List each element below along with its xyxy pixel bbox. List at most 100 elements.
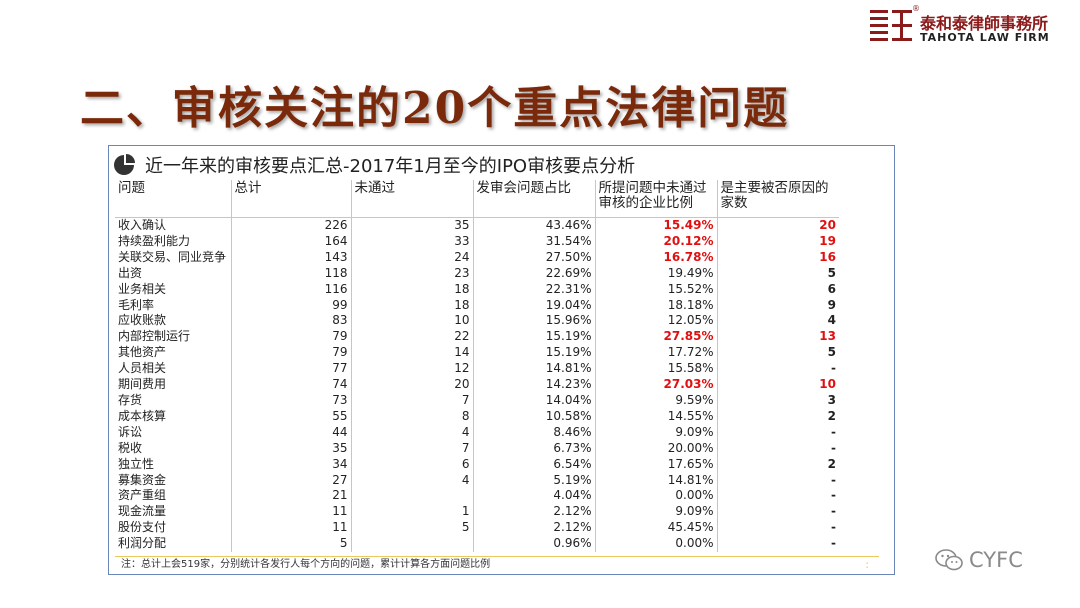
table-cell — [351, 536, 474, 553]
table-cell: 19.49% — [595, 265, 718, 282]
table-cell: 独立性 — [115, 456, 232, 473]
corner-mark: : — [865, 558, 869, 571]
table-cell: 22.31% — [473, 281, 596, 298]
table-row: 出资 118 23 22.69% 19.49% 5 — [115, 265, 839, 282]
table-cell: 募集资金 — [115, 472, 232, 489]
table-row: 募集资金 27 4 5.19% 14.81% - — [115, 472, 839, 489]
table-cell: 226 — [231, 217, 352, 234]
table-cell: 9 — [827, 297, 836, 312]
table-cell: 21 — [231, 488, 352, 505]
table-cell: 资产重组 — [115, 488, 232, 505]
table-cell: 10.58% — [473, 408, 596, 425]
table-cell: 20 — [819, 218, 836, 232]
table-cell: 79 — [231, 345, 352, 362]
table-row: 人员相关 77 12 14.81% 15.58% - — [115, 361, 839, 378]
firm-logo: ® 泰和泰律師事務所 TAHOTA LAW FIRM — [870, 4, 1075, 48]
table-cell: 成本核算 — [115, 408, 232, 425]
table-row: 税收 35 7 6.73% 20.00% - — [115, 440, 839, 457]
table-cell: 99 — [231, 297, 352, 314]
table-cell: 4 — [827, 313, 836, 328]
table-cell: 73 — [231, 392, 352, 409]
table-cell: 35 — [351, 217, 474, 234]
table-cell: 0.00% — [595, 488, 718, 505]
table-cell: 1 — [351, 504, 474, 521]
footnote-text: 注：总计上会519家，分别统计各发行人每个方向的问题，累计计算各方面问题比例 — [121, 559, 491, 570]
table-row: 收入确认 226 35 43.46% 15.49% 20 — [115, 217, 839, 234]
table-cell: - — [831, 472, 836, 487]
table-cell: 15.58% — [595, 361, 718, 378]
table-cell: 2 — [827, 456, 836, 471]
table-row: 关联交易、同业竞争 143 24 27.50% 16.78% 16 — [115, 249, 839, 266]
table-cell: 3 — [827, 392, 836, 407]
table-cell: 22.69% — [473, 265, 596, 282]
table-cell: 27 — [231, 472, 352, 489]
table-cell: 10 — [351, 313, 474, 330]
table-cell: - — [831, 488, 836, 503]
table-cell: 15.19% — [473, 345, 596, 362]
table-cell: 12.05% — [595, 313, 718, 330]
issues-table: 问题 总计 未通过 发审会问题占比 所提问题中未通过审核的企业比例 是主要被否原因的家数收… — [115, 180, 839, 553]
table-cell: 8 — [351, 408, 474, 425]
table-cell: 诉讼 — [115, 424, 232, 441]
table-cell: 9.59% — [595, 392, 718, 409]
table-cell: 0.96% — [473, 536, 596, 553]
table-cell: 8.46% — [473, 424, 596, 441]
column-header: 是主要被否原因的家数 — [717, 180, 839, 218]
table-cell: 5 — [827, 345, 836, 360]
table-cell: 7 — [351, 392, 474, 409]
table-cell: 116 — [231, 281, 352, 298]
table-cell: 18.18% — [595, 297, 718, 314]
table-cell: 15.52% — [595, 281, 718, 298]
table-row: 成本核算 55 8 10.58% 14.55% 2 — [115, 408, 839, 425]
table-cell: 20 — [351, 377, 474, 393]
table-cell: 股份支付 — [115, 520, 232, 537]
table-cell: 79 — [231, 329, 352, 346]
table-cell: 11 — [231, 520, 352, 537]
table-cell: 33 — [351, 233, 474, 250]
panel-header: 近一年来的审核要点汇总-2017年1月至今的IPO审核要点分析 — [113, 150, 873, 180]
table-cell: 17.72% — [595, 345, 718, 362]
table-cell: - — [831, 361, 836, 376]
firm-name-en: TAHOTA LAW FIRM — [920, 31, 1050, 44]
table-cell: 存货 — [115, 392, 232, 409]
table-cell: 4 — [351, 472, 474, 489]
table-cell: - — [831, 504, 836, 519]
table-cell: 10 — [819, 377, 836, 392]
table-cell: 内部控制运行 — [115, 329, 232, 346]
table-cell: 期间费用 — [115, 377, 232, 393]
table-cell: 23 — [351, 265, 474, 282]
table-cell: 77 — [231, 361, 352, 378]
table-cell: - — [831, 520, 836, 535]
table-cell: 16 — [819, 249, 836, 264]
table-cell: 2.12% — [473, 520, 596, 537]
table-cell: 20.00% — [595, 440, 718, 457]
firm-logo-mark-icon — [870, 10, 912, 41]
table-cell: 5 — [827, 265, 836, 280]
data-panel: 近一年来的审核要点汇总-2017年1月至今的IPO审核要点分析 问题 总计 未通过发… — [108, 145, 895, 575]
table-cell: - — [831, 424, 836, 439]
table-cell: 6.54% — [473, 456, 596, 473]
table-cell: 4 — [351, 424, 474, 441]
table-row: 业务相关 116 18 22.31% 15.52% 6 — [115, 281, 839, 298]
table-footnote: 注：总计上会519家，分别统计各发行人每个方向的问题，累计计算各方面问题比例 : — [115, 556, 879, 571]
table-row: 独立性 34 6 6.54% 17.65% 2 — [115, 456, 839, 473]
table-row: 应收账款 83 10 15.96% 12.05% 4 — [115, 313, 839, 330]
table-cell: 毛利率 — [115, 297, 232, 314]
table-cell: 2.12% — [473, 504, 596, 521]
table-cell: 20.12% — [595, 233, 718, 250]
table-row: 利润分配 5 0.96% 0.00% - — [115, 536, 839, 553]
table-cell — [351, 488, 474, 505]
table-cell: 16.78% — [595, 249, 718, 266]
panel-title: 近一年来的审核要点汇总-2017年1月至今的IPO审核要点分析 — [145, 156, 636, 177]
table-cell: 14.04% — [473, 392, 596, 409]
table-cell: 14.23% — [473, 377, 596, 393]
wechat-icon — [935, 549, 963, 571]
registered-mark: ® — [912, 4, 920, 13]
table-cell: 15.96% — [473, 313, 596, 330]
column-header: 发审会问题占比 — [473, 180, 596, 218]
table-row: 诉讼 44 4 8.46% 9.09% - — [115, 424, 839, 441]
table-row: 存货 73 7 14.04% 9.59% 3 — [115, 392, 839, 409]
table-cell: 9.09% — [595, 424, 718, 441]
table-row: 期间费用 74 20 14.23% 27.03% 10 — [115, 377, 839, 393]
table-cell: 164 — [231, 233, 352, 250]
